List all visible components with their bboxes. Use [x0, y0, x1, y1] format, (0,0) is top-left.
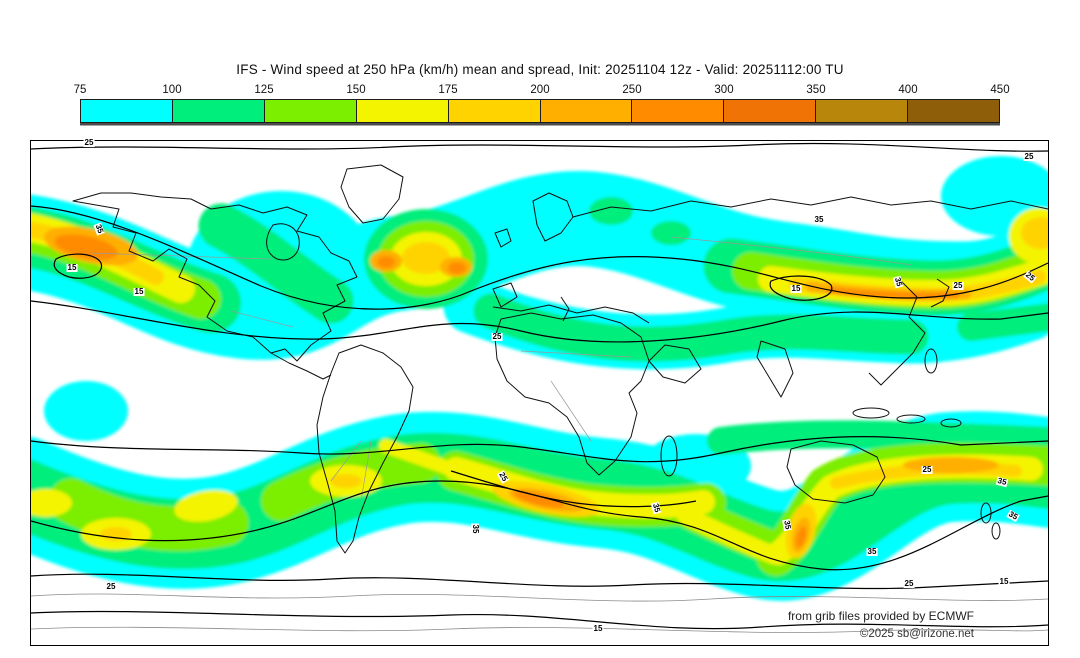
colorbar-tick: 150 [346, 84, 366, 96]
colorbar-segment [724, 100, 817, 122]
wind-speed-fills [31, 156, 1048, 601]
page-title: IFS - Wind speed at 250 hPa (km/h) mean … [236, 62, 844, 77]
colorbar-tick: 200 [530, 84, 550, 96]
map-svg [31, 142, 1048, 633]
colorbar-bar [80, 99, 1000, 123]
colorbar-tick: 300 [714, 84, 734, 96]
coastlines [72, 164, 1048, 554]
colorbar-tick: 125 [254, 84, 274, 96]
colorbar-segment [172, 100, 265, 122]
spread-contours [31, 142, 1048, 630]
colorbar-segment [356, 100, 449, 122]
colorbar-segment [540, 100, 633, 122]
colorbar-tick: 175 [438, 84, 458, 96]
attribution-ecmwf: from grib files provided by ECMWF [787, 609, 974, 623]
world-map: 25 25 35 35 15 35 25 25 15 15 25 25 35 35 35 25 35 35 35 25… [30, 139, 1049, 646]
colorbar-segment [632, 100, 725, 122]
colorbar-segment [264, 100, 357, 122]
colorbar-segment [81, 100, 173, 122]
colorbar-tick: 250 [622, 84, 642, 96]
colorbar: 75 100 125 150 175 200 250 300 350 400 450 [74, 84, 1010, 123]
colorbar-tick: 400 [898, 84, 918, 96]
attribution-copyright: ©2025 sb@irizone.net [859, 628, 974, 640]
colorbar-tick: 350 [806, 84, 826, 96]
colorbar-tick: 100 [162, 84, 182, 96]
colorbar-tick: 450 [990, 84, 1010, 96]
colorbar-segment [816, 100, 909, 122]
colorbar-ticks: 75 100 125 150 175 200 250 300 350 400 450 [74, 84, 1010, 99]
colorbar-segment [448, 100, 541, 122]
polar-contours [31, 593, 1048, 633]
colorbar-tick: 75 [73, 84, 87, 96]
country-borders [90, 236, 912, 502]
colorbar-segment [908, 100, 1000, 122]
